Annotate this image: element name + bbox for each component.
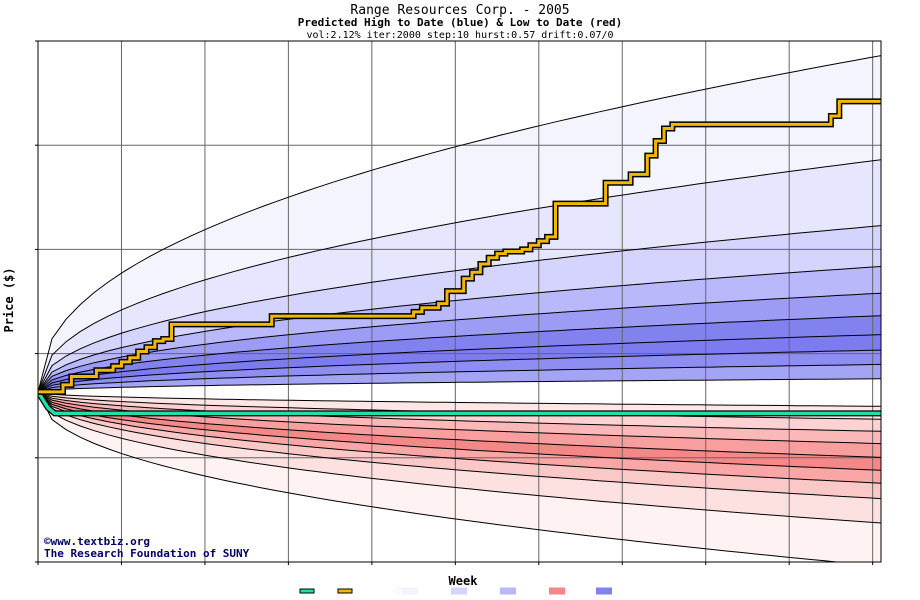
low-band-6 — [38, 391, 881, 484]
high-band-line-7 — [38, 349, 881, 393]
high-band-5 — [38, 293, 881, 392]
high-band-6 — [38, 315, 881, 392]
low-band-line-6 — [38, 391, 881, 484]
low-band-3 — [38, 391, 881, 444]
high-band-9 — [38, 364, 881, 392]
low-band-line-9 — [38, 391, 843, 562]
low-band-line-7 — [38, 391, 881, 500]
low-band-line-4 — [38, 391, 881, 458]
high-band-2 — [38, 159, 881, 392]
low-band-2 — [38, 391, 881, 432]
low-band-5 — [38, 391, 881, 471]
low-band-line-0 — [38, 391, 881, 407]
y-axis-title: Price ($) — [2, 267, 16, 332]
high-band-line-9 — [38, 378, 881, 393]
high-band-4 — [38, 266, 881, 392]
legend-swatch-p20 — [451, 587, 467, 595]
low-band-line-2 — [38, 391, 881, 432]
low-band-line-8 — [38, 391, 881, 524]
high-band-line-5 — [38, 315, 881, 393]
high-band-line-1 — [38, 159, 881, 393]
legend-swatch-p0 — [395, 587, 401, 594]
ltd-line — [38, 390, 881, 416]
legend-swatch-ltd — [299, 588, 315, 594]
high-band-7 — [38, 334, 881, 392]
high-band-line-4 — [38, 292, 881, 393]
high-band-line-0 — [38, 55, 881, 393]
high-band-line-3 — [38, 266, 881, 393]
chart-params: vol:2.12% iter:2000 step:10 hurst:0.57 d… — [306, 30, 613, 41]
chart-title: Range Resources Corp. - 2005 — [350, 3, 569, 18]
credit-foundation: The Research Foundation of SUNY — [44, 547, 250, 560]
chart-subtitle: Predicted High to Date (blue) & Low to D… — [298, 16, 623, 29]
plot-frame — [37, 40, 882, 563]
high-band-3 — [38, 225, 881, 392]
x-axis-title: Week — [449, 574, 479, 588]
credit-website: ©www.textbiz.org — [44, 535, 150, 548]
legend-swatch-p40 — [549, 587, 565, 595]
low-band-9 — [38, 391, 881, 562]
high-band-1 — [38, 55, 881, 392]
high-band-line-2 — [38, 225, 881, 393]
legend-swatch-p50 — [596, 587, 612, 595]
plot-area — [35, 40, 882, 565]
low-band-4 — [38, 391, 881, 458]
high-band-line-8 — [38, 363, 881, 393]
high-band-line-6 — [38, 334, 881, 393]
high-band-8 — [38, 350, 881, 392]
legend-swatch-htd — [337, 588, 353, 594]
legend — [299, 587, 612, 595]
low-band-7 — [38, 391, 881, 499]
htd-line — [38, 99, 881, 394]
plot-clip-group — [38, 41, 881, 562]
legend-swatch-p10 — [402, 587, 418, 595]
low-band-line-5 — [38, 391, 881, 471]
legend-swatch-p30 — [500, 587, 516, 595]
low-band-8 — [38, 391, 881, 523]
